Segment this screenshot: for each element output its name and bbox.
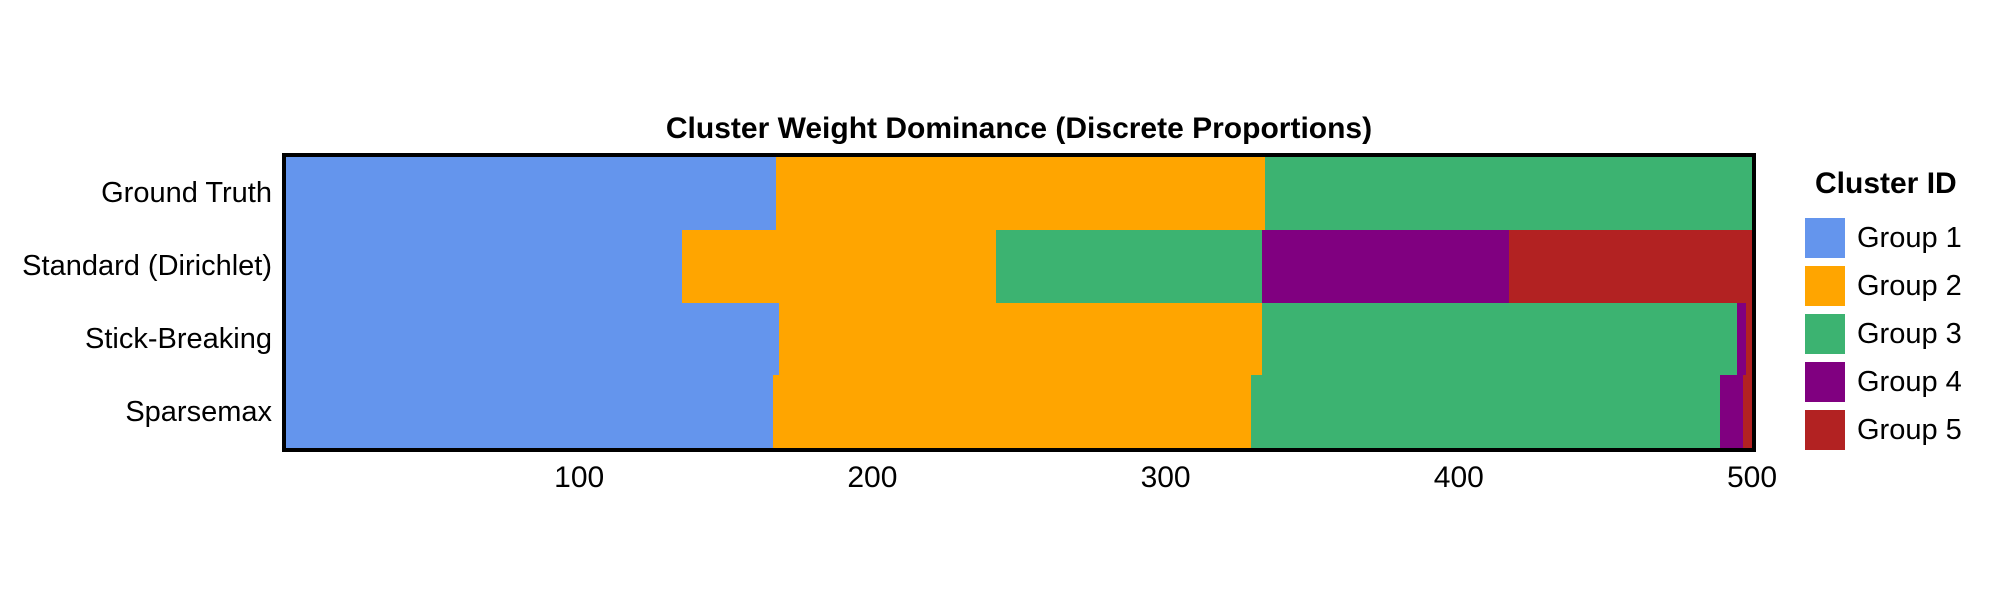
bar-segment-group-3 (1250, 375, 1720, 448)
bar-segment-group-4 (1737, 302, 1747, 376)
bar-segment-group-1 (286, 302, 779, 376)
legend-entry: Group 5 (1805, 406, 1995, 454)
bar-segment-group-3 (1265, 157, 1752, 230)
legend-swatch-icon (1805, 410, 1845, 450)
legend-entry: Group 2 (1805, 262, 1995, 310)
legend-swatch-icon (1805, 362, 1845, 402)
bar-segment-group-2 (772, 375, 1251, 448)
bar-segment-group-1 (286, 229, 682, 303)
legend-swatch-icon (1805, 266, 1845, 306)
bar-segment-group-1 (286, 157, 776, 230)
legend-label: Group 4 (1857, 366, 1962, 398)
bar-segment-group-2 (778, 302, 1263, 376)
legend-label: Group 5 (1857, 414, 1962, 446)
bar-segment-group-3 (995, 229, 1263, 303)
bar-segment-group-2 (775, 157, 1266, 230)
bar-segment-group-4 (1262, 229, 1509, 303)
legend-title: Cluster ID (1815, 167, 1957, 200)
x-tick-label: 500 (1726, 461, 1778, 494)
y-axis-label: Standard (Dirichlet) (22, 250, 272, 283)
plot-panel (282, 153, 1756, 452)
bar-row (286, 302, 1752, 376)
x-tick-label: 300 (1140, 461, 1191, 494)
bar-segment-group-4 (1719, 375, 1744, 448)
bar-segment-group-5 (1508, 229, 1752, 303)
legend-swatch-icon (1805, 314, 1845, 354)
legend-entry: Group 3 (1805, 310, 1995, 358)
bar-segment-group-1 (286, 375, 773, 448)
bar-segment-group-5 (1743, 375, 1752, 448)
y-axis-label: Ground Truth (101, 177, 272, 210)
legend-label: Group 1 (1857, 222, 1962, 254)
y-axis-label: Stick-Breaking (85, 322, 272, 355)
bar-segment-group-2 (681, 229, 996, 303)
legend-entry: Group 4 (1805, 358, 1995, 406)
legend-entries: Group 1 Group 2 Group 3 Group 4 Group 5 (1805, 214, 1995, 454)
legend-swatch-icon (1805, 218, 1845, 258)
y-axis-label: Sparsemax (125, 395, 272, 428)
bar-row (286, 229, 1752, 303)
bar-segment-group-3 (1262, 302, 1738, 376)
bar-row (286, 375, 1752, 448)
legend-entry: Group 1 (1805, 214, 1995, 262)
x-tick-label: 400 (1433, 461, 1484, 494)
x-tick-label: 100 (554, 461, 605, 494)
bar-row (286, 157, 1752, 230)
bar-segment-group-5 (1746, 302, 1752, 376)
x-tick-label: 200 (847, 461, 898, 494)
legend-label: Group 2 (1857, 270, 1962, 302)
legend-label: Group 3 (1857, 318, 1962, 350)
chart-title: Cluster Weight Dominance (Discrete Propo… (665, 112, 1373, 145)
